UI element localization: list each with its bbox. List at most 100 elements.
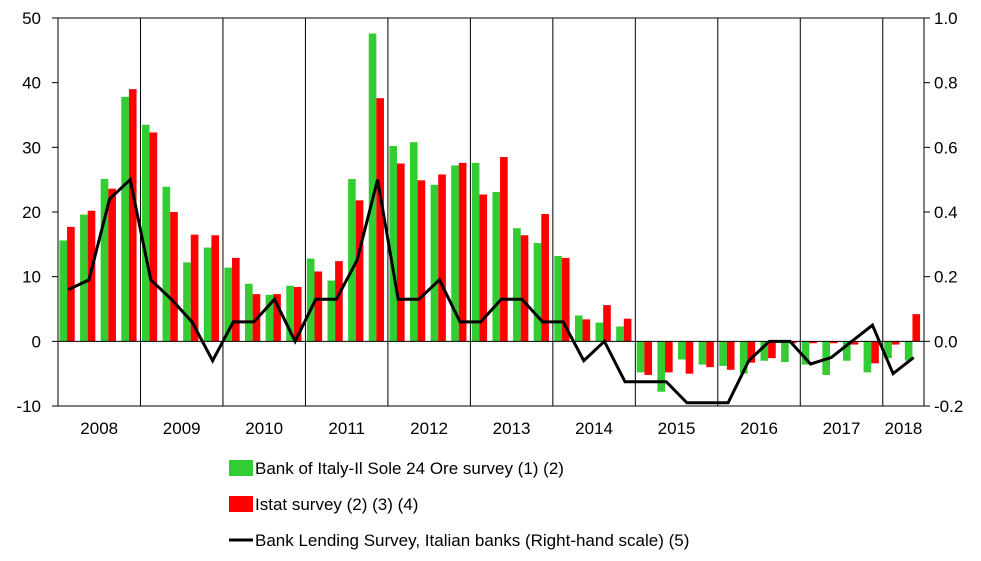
green-bar [100, 179, 109, 342]
red-bar [293, 287, 302, 342]
x-tick-label: 2011 [328, 419, 365, 438]
green-bar [863, 341, 872, 373]
red-bar [603, 305, 611, 342]
green-bar [678, 341, 686, 360]
red-bar [335, 261, 343, 342]
green-bar [657, 341, 666, 392]
x-tick-label: 2009 [163, 419, 201, 438]
axis-ticks [52, 17, 930, 407]
green-bar [698, 341, 707, 365]
red-bar [706, 341, 714, 368]
red-bar [438, 174, 446, 342]
green-bar [183, 262, 191, 342]
green-bar [616, 326, 624, 342]
red-bar [685, 341, 694, 374]
red-bar [561, 257, 570, 342]
red-bar [417, 180, 426, 342]
red-bar [479, 194, 488, 342]
legend-swatch-bank-of-italy [229, 460, 253, 476]
red-bar [314, 271, 323, 342]
legend-label-bank-of-italy: Bank of Italy-Il Sole 24 Ore survey (1) … [255, 459, 564, 478]
red-bar [726, 341, 735, 370]
green-bar [904, 341, 913, 361]
green-bar [286, 285, 294, 342]
red-bar [747, 341, 756, 363]
left-axis-labels: 50 40 30 20 10 0 -10 [16, 9, 41, 416]
left-tick-label: 0 [32, 332, 41, 351]
green-bar [760, 341, 769, 361]
left-tick-label: 20 [22, 203, 41, 222]
x-tick-label: 2010 [245, 419, 283, 438]
x-tick-label: 2018 [884, 419, 922, 438]
green-bar [59, 240, 68, 342]
red-bar [500, 157, 508, 342]
red-bar [232, 257, 240, 342]
green-bar [554, 255, 562, 342]
red-bar [458, 162, 467, 342]
green-bar [327, 280, 336, 342]
green-bar [884, 341, 892, 359]
legend-swatch-istat [229, 496, 253, 512]
red-bar [108, 188, 116, 342]
green-bar [224, 267, 233, 342]
red-bar [67, 226, 75, 342]
legend-label-bls: Bank Lending Survey, Italian banks (Righ… [255, 531, 689, 550]
green-bar [842, 341, 851, 361]
right-tick-label: 0.6 [934, 138, 958, 157]
red-bar [891, 341, 900, 345]
left-tick-label: 50 [22, 9, 41, 28]
red-bar [809, 341, 817, 344]
green-bar [636, 341, 645, 373]
green-bar [141, 124, 150, 342]
green-bar [389, 146, 397, 342]
green-bar [533, 243, 542, 342]
legend-label-istat: Istat survey (2) (3) (4) [255, 495, 418, 514]
red-bar [190, 234, 199, 342]
red-bar [912, 314, 921, 342]
green-bar [574, 315, 583, 342]
green-bar [409, 142, 418, 342]
red-bar [768, 341, 776, 359]
green-bar [471, 162, 480, 342]
x-tick-label: 2015 [658, 419, 696, 438]
green-bar [121, 96, 129, 342]
left-tick-label: 30 [22, 138, 41, 157]
red-bar [665, 341, 673, 373]
green-bar [348, 179, 356, 342]
red-bar [541, 213, 549, 342]
green-bar [162, 186, 171, 342]
red-bar [396, 163, 405, 342]
right-tick-label: 1.0 [934, 9, 958, 28]
red-bar [170, 212, 178, 342]
red-bar [87, 210, 96, 342]
right-tick-label: 0.0 [934, 332, 958, 351]
red-bar [850, 341, 859, 345]
green-bar [451, 165, 459, 342]
left-tick-label: -10 [16, 397, 41, 416]
green-bar [245, 283, 253, 342]
right-axis-labels: 1.0 0.8 0.6 0.4 0.2 0.0 -0.2 [934, 9, 963, 416]
red-bar [273, 294, 281, 342]
red-bar [211, 235, 220, 342]
red-bar [355, 200, 364, 342]
green-bar [719, 341, 727, 366]
x-axis-labels: 2008 2009 2010 2011 2012 2013 2014 2015 2016 2017… [80, 419, 922, 438]
green-bar [430, 184, 439, 342]
green-bar [595, 322, 604, 342]
x-tick-label: 2013 [493, 419, 531, 438]
x-tick-label: 2017 [823, 419, 861, 438]
red-bar [829, 341, 838, 344]
right-tick-label: -0.2 [934, 397, 963, 416]
red-bar [623, 318, 632, 342]
x-tick-label: 2012 [410, 419, 448, 438]
green-bar [306, 258, 315, 342]
red-bar [582, 319, 591, 342]
green-bar [265, 294, 274, 342]
x-tick-label: 2014 [575, 419, 613, 438]
green-bar [801, 341, 810, 365]
red-bar [644, 341, 653, 375]
red-bar [871, 341, 879, 364]
red-bar [376, 98, 384, 342]
